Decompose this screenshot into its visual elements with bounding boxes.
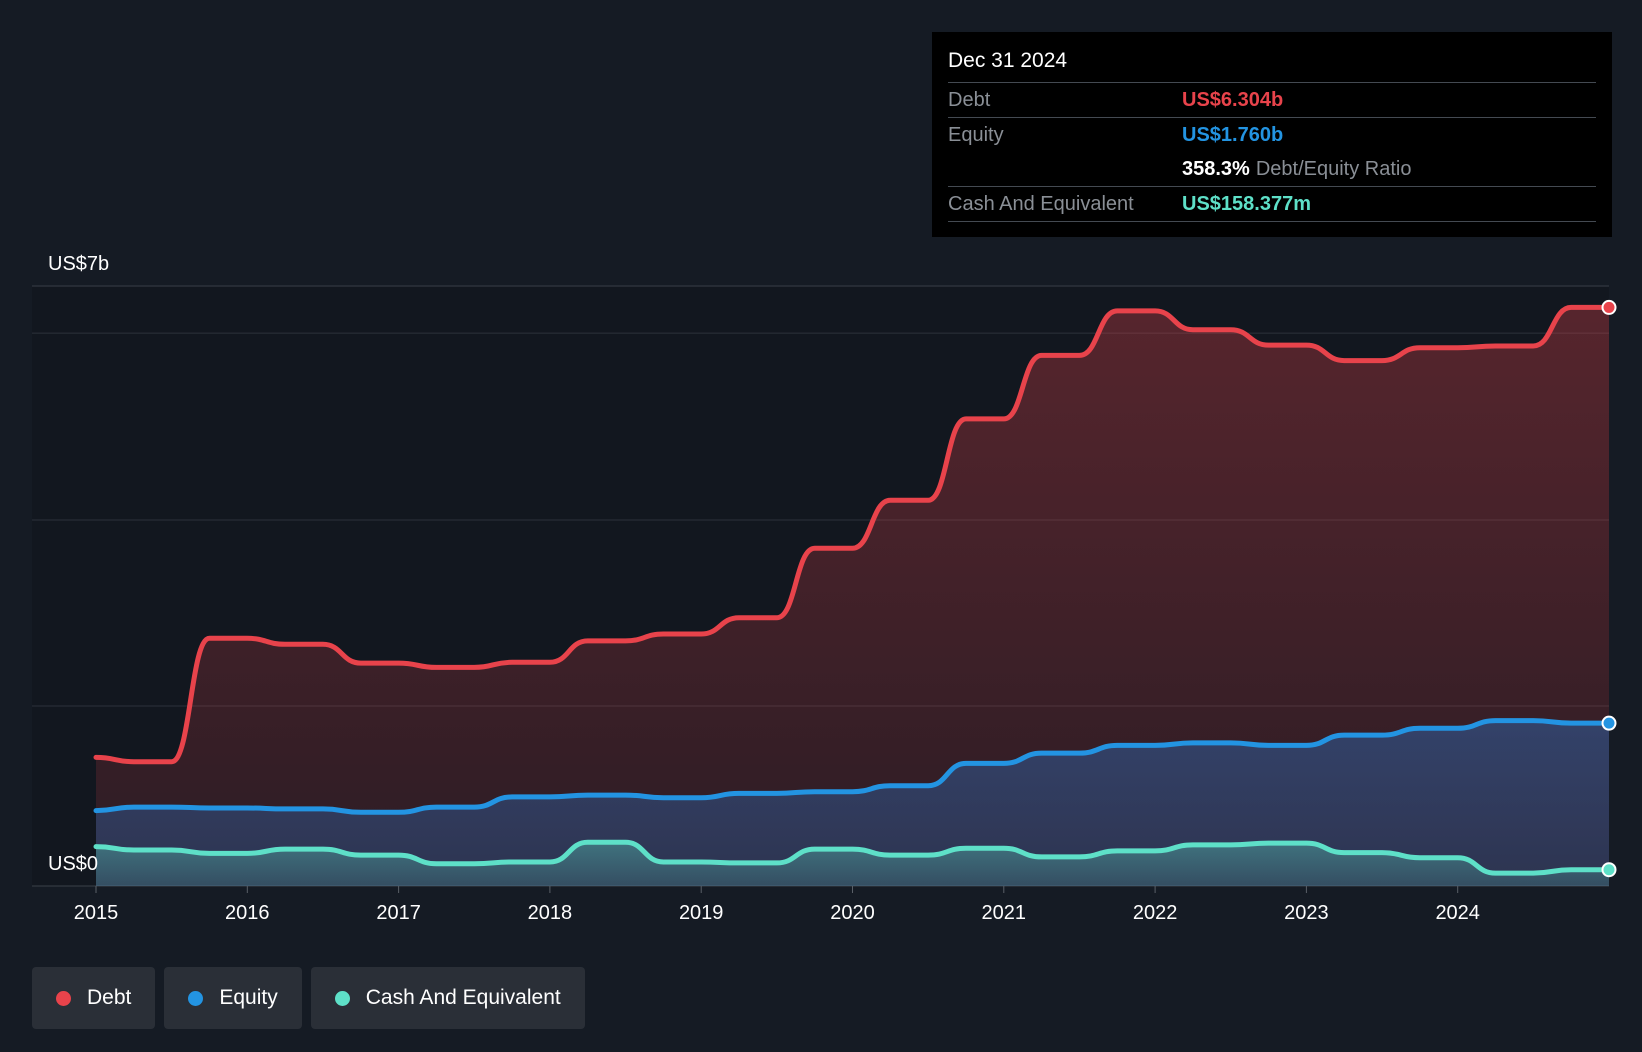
tooltip-debt-label: Debt — [948, 89, 991, 111]
tooltip-row-debt: Debt US$6.304b — [948, 83, 1596, 118]
tooltip-equity-label: Equity — [948, 124, 1004, 146]
equity-line — [93, 718, 1612, 815]
x-tick-label: 2017 — [376, 902, 421, 924]
tooltip-row-ratio: 358.3% Debt/Equity Ratio — [948, 152, 1596, 187]
y-axis-min-label: US$0 — [48, 853, 98, 875]
tooltip-row-cash: Cash And Equivalent US$158.377m — [948, 187, 1596, 222]
x-tick-label: 2024 — [1435, 902, 1480, 924]
y-axis-max-label: US$7b — [48, 253, 109, 275]
x-tick-label: 2019 — [679, 902, 724, 924]
tooltip-ratio-spacer — [948, 152, 1182, 186]
cash-and-equivalent-line — [93, 839, 1612, 876]
equity-end-marker[interactable] — [1601, 715, 1617, 731]
x-tick-label: 2015 — [74, 902, 119, 924]
legend-item-equity[interactable]: Equity — [164, 967, 302, 1029]
tooltip-cash-value: US$158.377m — [1182, 193, 1311, 215]
legend-label-debt: Debt — [87, 986, 132, 1009]
x-tick-label: 2020 — [830, 902, 875, 924]
tooltip-panel: Dec 31 2024 Debt US$6.304b Equity US$1.7… — [932, 32, 1612, 237]
tooltip-cash-label: Cash And Equivalent — [948, 193, 1134, 215]
legend-dot-cash — [334, 990, 350, 1006]
series-lines — [93, 304, 1612, 876]
debt-end-marker[interactable] — [1601, 299, 1617, 315]
cash-and-equivalent-end-marker[interactable] — [1601, 862, 1617, 878]
debt-line — [93, 304, 1612, 765]
legend-item-debt[interactable]: Debt — [32, 967, 156, 1029]
tooltip-date: Dec 31 2024 — [948, 44, 1596, 83]
tooltip-ratio-label: Debt/Equity Ratio — [1255, 158, 1412, 180]
x-tick-label: 2016 — [225, 902, 270, 924]
x-axis-ticks: 2015 2016 2017 2018 2019 2020 2021 2022 2023 2024 — [74, 886, 1480, 924]
legend-label-cash: Cash And Equivalent — [365, 986, 561, 1009]
tooltip-debt-value: US$6.304b — [1182, 89, 1284, 111]
cash-and-equivalent-area — [96, 842, 1609, 886]
x-tick-label: 2018 — [528, 902, 573, 924]
x-tick-label: 2021 — [982, 902, 1027, 924]
legend-dot-debt — [56, 990, 71, 1006]
x-tick-label: 2023 — [1284, 902, 1329, 924]
legend-item-cash[interactable]: Cash And Equivalent — [310, 967, 585, 1029]
tooltip-equity-value: US$1.760b — [1182, 124, 1284, 146]
tooltip-row-equity: Equity US$1.760b — [948, 118, 1596, 152]
x-tick-label: 2022 — [1133, 902, 1178, 924]
end-markers — [1601, 299, 1617, 878]
chart-legend: Debt Equity Cash And Equivalent — [32, 967, 585, 1029]
tooltip-ratio-value: 358.3% — [1182, 158, 1250, 180]
legend-dot-equity — [188, 990, 204, 1006]
legend-label-equity: Equity — [219, 986, 278, 1009]
